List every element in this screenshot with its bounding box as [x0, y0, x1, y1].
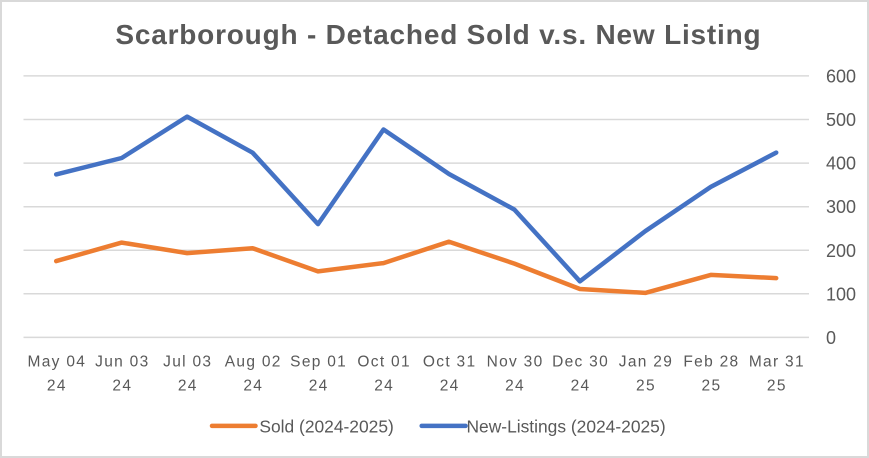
svg-text:Feb 28: Feb 28 — [683, 353, 739, 370]
svg-text:25: 25 — [702, 378, 722, 395]
svg-text:500: 500 — [826, 110, 856, 130]
svg-text:Jun 03: Jun 03 — [95, 353, 149, 370]
svg-text:Mar 31: Mar 31 — [749, 353, 805, 370]
svg-text:24: 24 — [112, 378, 132, 395]
svg-text:25: 25 — [636, 378, 656, 395]
svg-text:24: 24 — [178, 378, 198, 395]
svg-text:24: 24 — [47, 378, 67, 395]
svg-text:24: 24 — [374, 378, 394, 395]
svg-text:Oct 31: Oct 31 — [423, 353, 476, 370]
svg-text:Sep 01: Sep 01 — [290, 353, 347, 370]
svg-text:24: 24 — [309, 378, 329, 395]
svg-text:24: 24 — [440, 378, 460, 395]
svg-text:May 04: May 04 — [28, 353, 87, 370]
svg-text:24: 24 — [243, 378, 263, 395]
svg-text:Jul 03: Jul 03 — [163, 353, 212, 370]
svg-text:24: 24 — [505, 378, 525, 395]
svg-text:600: 600 — [826, 67, 856, 87]
svg-text:24: 24 — [571, 378, 591, 395]
svg-text:Sold (2024-2025): Sold (2024-2025) — [259, 416, 393, 436]
svg-text:Jan 29: Jan 29 — [619, 353, 673, 370]
svg-text:Oct 01: Oct 01 — [357, 353, 410, 370]
svg-text:0: 0 — [826, 328, 836, 348]
svg-text:100: 100 — [826, 284, 856, 304]
svg-text:300: 300 — [826, 197, 856, 217]
svg-text:Dec 30: Dec 30 — [552, 353, 609, 370]
svg-text:New-Listings (2024-2025): New-Listings (2024-2025) — [467, 416, 666, 436]
svg-text:Scarborough - Detached Sold v.: Scarborough - Detached Sold v.s. New Lis… — [115, 19, 761, 50]
svg-text:400: 400 — [826, 154, 856, 174]
svg-text:Aug 02: Aug 02 — [225, 353, 282, 370]
svg-text:25: 25 — [767, 378, 787, 395]
svg-text:200: 200 — [826, 241, 856, 261]
svg-text:Nov 30: Nov 30 — [487, 353, 544, 370]
